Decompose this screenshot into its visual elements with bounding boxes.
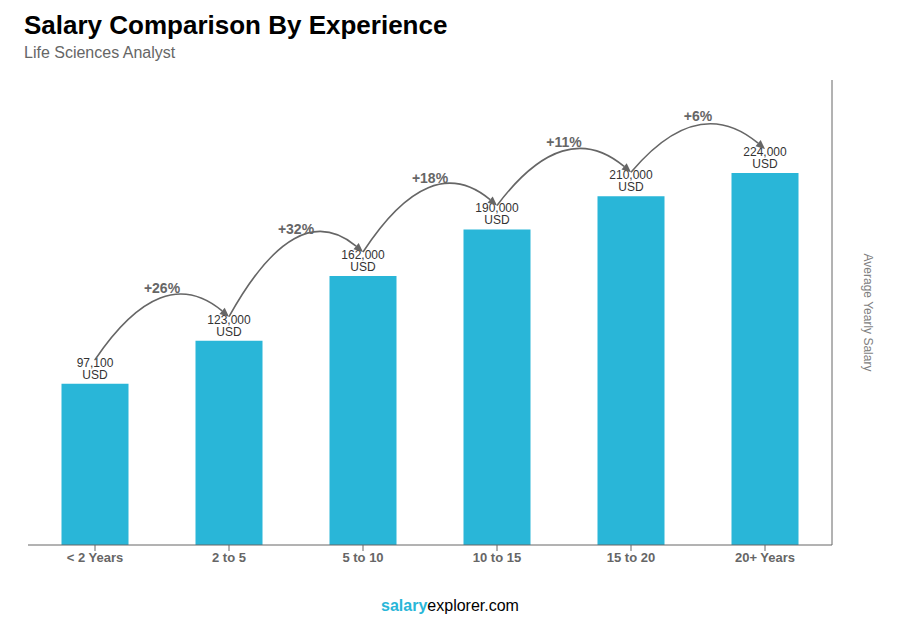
html-text:190,000: 190,000: [475, 201, 519, 216]
svg-text:+26%: +26%: [144, 280, 181, 296]
svg-text:5 to 10: 5 to 10: [342, 550, 383, 565]
svg-text:Average Yearly Salary: Average Yearly Salary: [861, 254, 875, 372]
svg-text:+32%: +32%: [278, 221, 315, 237]
svg-text:+11%: +11%: [546, 134, 582, 150]
html-text:USD: USD: [216, 324, 242, 339]
html-text:210,000: 210,000: [609, 168, 653, 183]
html-text:Life Sciences Analyst: Life Sciences Analyst: [24, 44, 176, 61]
html-text:97,100: 97,100: [76, 355, 114, 370]
html-text:salary explorer.com: salary explorer.com: [381, 597, 519, 614]
html-text:USD: USD: [618, 180, 644, 195]
svg-text:20+ Years: 20+ Years: [735, 550, 795, 565]
svg-text:224,000USD: 224,000USD: [743, 145, 787, 171]
svg-text:10 to 15: 10 to 15: [473, 550, 521, 565]
html-text:USD: USD: [350, 260, 376, 274]
html-text:162,000: 162,000: [341, 248, 385, 262]
svg-text:< 2 Years: < 2 Years: [67, 550, 124, 565]
html-text:USD: USD: [484, 213, 510, 228]
svg-text:+18%: +18%: [412, 170, 449, 186]
svg-text:+6%: +6%: [684, 108, 713, 124]
html-text:123,000: 123,000: [207, 312, 251, 327]
html-text:USD: USD: [82, 367, 108, 382]
html-text:Salary Comparison By Experienc: Salary Comparison By Experience: [24, 10, 448, 40]
svg-text:2 to 5: 2 to 5: [212, 550, 246, 565]
svg-text:15 to 20: 15 to 20: [607, 550, 655, 565]
